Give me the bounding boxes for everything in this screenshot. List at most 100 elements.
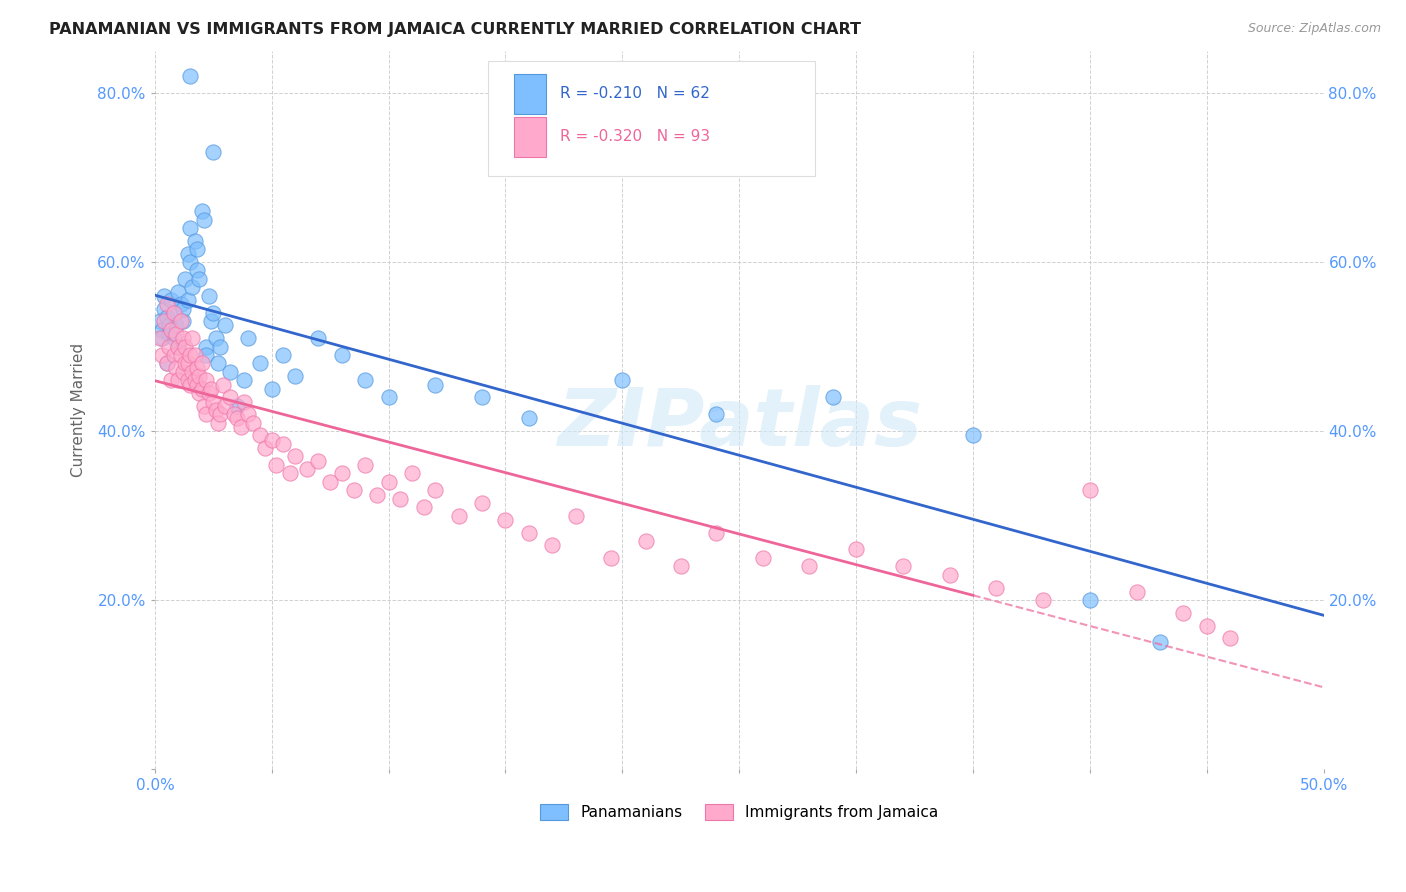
- Point: [167, 373, 190, 387]
- Point: [162, 306, 184, 320]
- Point: [172, 301, 194, 316]
- Point: [186, 243, 208, 257]
- Point: [169, 314, 191, 328]
- Point: [612, 373, 634, 387]
- Point: [495, 513, 517, 527]
- Point: [188, 272, 211, 286]
- Point: [517, 525, 540, 540]
- Bar: [513, 74, 547, 113]
- Point: [218, 390, 240, 404]
- Point: [204, 331, 226, 345]
- Point: [377, 390, 399, 404]
- Point: [377, 475, 399, 489]
- Point: [169, 348, 191, 362]
- Point: [207, 416, 229, 430]
- Point: [190, 357, 212, 371]
- Point: [1149, 635, 1171, 649]
- Point: [209, 340, 232, 354]
- Point: [150, 331, 173, 345]
- Point: [176, 293, 198, 307]
- Point: [157, 318, 180, 333]
- Point: [1078, 593, 1101, 607]
- Point: [167, 340, 190, 354]
- Text: PANAMANIAN VS IMMIGRANTS FROM JAMAICA CURRENTLY MARRIED CORRELATION CHART: PANAMANIAN VS IMMIGRANTS FROM JAMAICA CU…: [49, 22, 862, 37]
- Legend: Panamanians, Immigrants from Jamaica: Panamanians, Immigrants from Jamaica: [534, 798, 945, 826]
- Point: [197, 386, 219, 401]
- Point: [155, 297, 177, 311]
- Point: [821, 390, 844, 404]
- Point: [155, 357, 177, 371]
- Point: [891, 559, 914, 574]
- Point: [962, 428, 984, 442]
- Point: [179, 348, 201, 362]
- Point: [211, 377, 233, 392]
- Point: [181, 280, 204, 294]
- Point: [195, 373, 218, 387]
- Point: [186, 377, 208, 392]
- Point: [260, 382, 283, 396]
- Point: [183, 348, 205, 362]
- Point: [153, 314, 176, 328]
- Point: [197, 289, 219, 303]
- Point: [330, 348, 353, 362]
- Point: [174, 272, 197, 286]
- Point: [599, 550, 621, 565]
- Point: [704, 525, 727, 540]
- Point: [224, 407, 246, 421]
- Point: [669, 559, 692, 574]
- Point: [204, 403, 226, 417]
- Point: [155, 310, 177, 324]
- Point: [634, 534, 657, 549]
- Point: [231, 420, 253, 434]
- Point: [799, 559, 821, 574]
- Point: [389, 491, 412, 506]
- Point: [249, 428, 271, 442]
- Point: [845, 542, 868, 557]
- Point: [225, 399, 247, 413]
- Point: [214, 318, 236, 333]
- Point: [183, 373, 205, 387]
- Point: [176, 357, 198, 371]
- Point: [1125, 584, 1147, 599]
- Point: [471, 390, 494, 404]
- Point: [200, 314, 222, 328]
- Point: [148, 331, 170, 345]
- Point: [162, 331, 184, 345]
- Point: [174, 340, 197, 354]
- Point: [202, 306, 225, 320]
- Point: [366, 487, 388, 501]
- Point: [150, 348, 173, 362]
- Point: [179, 255, 201, 269]
- Point: [517, 411, 540, 425]
- Point: [260, 433, 283, 447]
- Point: [1078, 483, 1101, 498]
- Point: [751, 550, 773, 565]
- Point: [190, 204, 212, 219]
- Point: [1173, 606, 1195, 620]
- Point: [188, 386, 211, 401]
- Y-axis label: Currently Married: Currently Married: [72, 343, 86, 477]
- Point: [179, 377, 201, 392]
- Point: [169, 297, 191, 311]
- Point: [308, 453, 330, 467]
- Point: [153, 289, 176, 303]
- Point: [284, 369, 307, 384]
- Point: [225, 411, 247, 425]
- Point: [179, 69, 201, 83]
- Point: [162, 348, 184, 362]
- Point: [401, 467, 423, 481]
- Point: [176, 373, 198, 387]
- FancyBboxPatch shape: [488, 62, 815, 177]
- Point: [214, 399, 236, 413]
- Point: [176, 246, 198, 260]
- Point: [160, 293, 183, 307]
- Text: R = -0.210   N = 62: R = -0.210 N = 62: [561, 87, 710, 102]
- Point: [253, 441, 276, 455]
- Point: [938, 567, 960, 582]
- Point: [162, 306, 184, 320]
- Point: [238, 331, 260, 345]
- Point: [412, 500, 434, 515]
- Point: [238, 407, 260, 421]
- Point: [155, 357, 177, 371]
- Point: [273, 437, 295, 451]
